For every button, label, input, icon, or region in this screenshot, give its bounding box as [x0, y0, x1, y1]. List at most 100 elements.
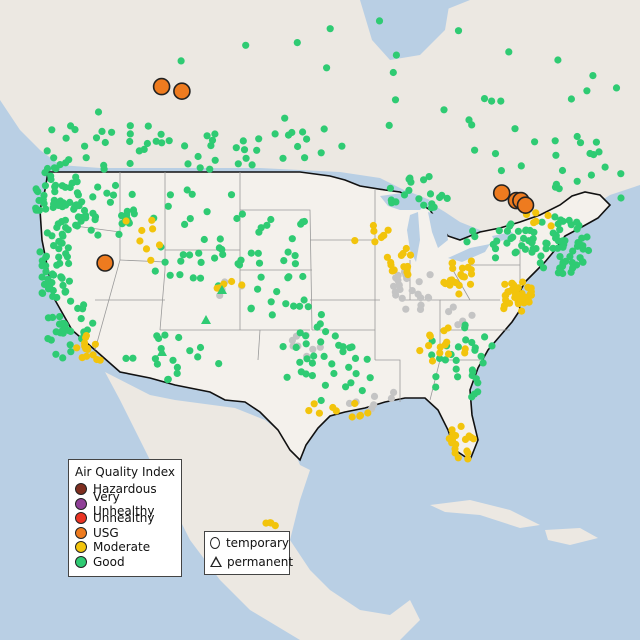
good-site	[128, 190, 136, 198]
good-site	[67, 348, 75, 356]
good-site	[111, 181, 120, 190]
good-site	[247, 249, 255, 257]
good-site	[511, 249, 519, 257]
good-site	[267, 298, 275, 306]
good-site	[517, 162, 525, 170]
good-site	[65, 259, 73, 268]
good-site	[514, 227, 523, 235]
no-data-site	[309, 345, 317, 353]
good-site	[589, 72, 597, 80]
good-site	[565, 216, 573, 224]
good-site	[89, 319, 97, 327]
legend-label: temporary	[225, 535, 289, 550]
good-site	[303, 355, 311, 363]
good-site	[48, 270, 57, 278]
good-site	[166, 191, 174, 199]
circle-icon	[210, 536, 220, 549]
good-site	[405, 186, 413, 194]
good-site	[211, 254, 219, 262]
good-site	[143, 139, 151, 148]
moderate-site	[93, 355, 101, 364]
good-site	[94, 108, 103, 116]
no-data-sites	[216, 268, 476, 413]
lake-michigan	[407, 212, 420, 262]
good-site	[557, 216, 565, 224]
good-site	[576, 139, 585, 147]
good-site	[317, 311, 325, 319]
good-site	[72, 201, 81, 209]
good-site	[352, 370, 360, 378]
moderate-site	[403, 264, 411, 273]
good-site	[42, 268, 50, 276]
good-site	[420, 176, 428, 184]
good-site	[109, 191, 118, 199]
good-site	[304, 303, 312, 311]
good-site	[480, 95, 489, 103]
legend-item-very-unhealthy: Very Unhealthy	[69, 490, 181, 518]
good-site	[59, 281, 67, 289]
moderate-site	[501, 280, 509, 288]
good-site	[330, 369, 338, 378]
good-site	[56, 313, 64, 321]
hazardous-swatch	[75, 483, 87, 496]
good-site	[313, 323, 321, 331]
moderate-site	[406, 251, 415, 259]
good-site	[179, 251, 187, 259]
good-site	[66, 341, 74, 349]
good-site	[151, 355, 159, 363]
good-site	[196, 164, 204, 172]
usg-sites[interactable]	[96, 77, 535, 272]
good-site	[279, 154, 287, 162]
moderate-site	[544, 211, 552, 220]
good-site	[280, 257, 288, 265]
good-site	[427, 204, 436, 212]
good-site	[331, 332, 339, 340]
good-site	[503, 239, 511, 247]
good-site	[64, 226, 72, 234]
moderate-site	[371, 238, 379, 246]
good-site	[302, 332, 310, 340]
good-site	[556, 226, 564, 234]
good-site	[161, 331, 169, 339]
moderate-site	[532, 209, 540, 217]
good-site	[531, 138, 539, 146]
unhealthy-swatch	[75, 512, 87, 525]
good-site	[87, 226, 95, 234]
good-site	[164, 202, 172, 210]
good-site	[144, 122, 152, 130]
moderate-site	[267, 519, 275, 527]
good-site	[98, 127, 106, 135]
moderate-sites	[73, 209, 555, 530]
moderate-site	[458, 264, 467, 272]
good-site	[291, 260, 299, 268]
good-site	[130, 210, 138, 218]
good-site	[38, 273, 46, 281]
good-site	[65, 277, 73, 285]
moderate-site	[73, 344, 81, 352]
good-site	[235, 261, 244, 269]
good-site	[555, 185, 563, 193]
good-site	[32, 185, 40, 193]
moderate-site	[136, 237, 144, 245]
hudson-bay	[360, 0, 450, 60]
good-site	[126, 137, 134, 146]
moderate-site	[356, 412, 364, 420]
moderate-site	[461, 349, 469, 357]
good-site	[48, 126, 56, 134]
moderate-site	[397, 251, 405, 259]
good-site	[254, 249, 262, 257]
moderate-swatch	[75, 541, 87, 554]
good-site	[283, 373, 291, 381]
legend-label: Moderate	[93, 540, 151, 555]
moderate-site	[464, 263, 472, 271]
moderate-site	[467, 257, 475, 265]
good-site	[528, 248, 536, 256]
good-site	[389, 68, 397, 77]
no-data-site	[370, 392, 379, 400]
good-site	[40, 280, 49, 288]
good-site	[491, 150, 500, 158]
good-site	[385, 121, 393, 129]
moderate-site	[502, 296, 510, 304]
good-site	[518, 242, 526, 250]
